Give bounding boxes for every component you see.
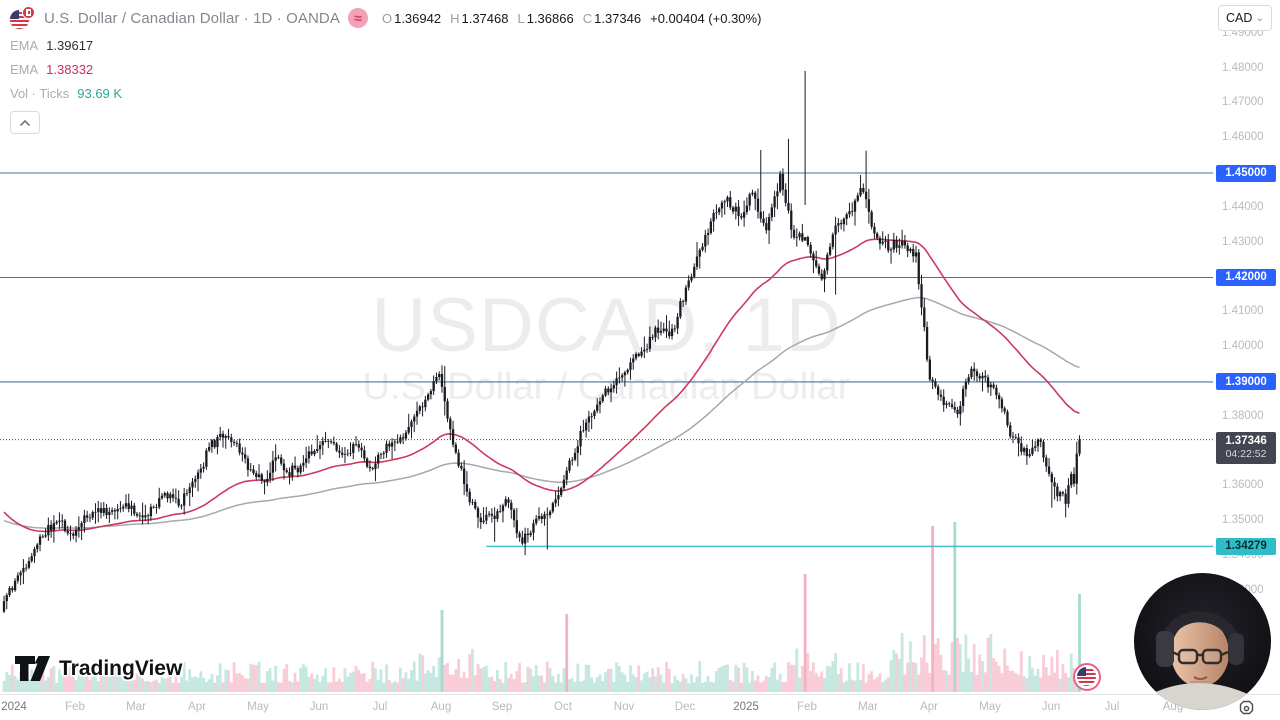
indicator-legend: EMA 1.39617 EMA 1.38332 Vol · Ticks 93.6… (10, 33, 122, 134)
oanda-broker-icon: ≈ (347, 8, 368, 28)
high-label: H (450, 10, 460, 26)
volume-bars (2, 522, 1081, 692)
indicator-label: EMA (10, 37, 39, 53)
indicator-row-ema2[interactable]: EMA 1.38332 (10, 57, 122, 81)
indicator-row-volume[interactable]: Vol · Ticks 93.69 K (10, 81, 122, 105)
chevron-down-icon: ⌄ (1255, 12, 1264, 24)
time-axis-month-label: May (247, 701, 269, 713)
candles (2, 70, 1081, 613)
settings-icon[interactable] (1236, 698, 1256, 718)
us-flag-badge-icon (1073, 663, 1101, 691)
time-axis-month-label: Apr (920, 701, 938, 713)
indicator-row-ema1[interactable]: EMA 1.39617 (10, 33, 122, 57)
price-level-label: 1.39000 (1216, 373, 1276, 391)
low-label: L (517, 10, 525, 26)
time-axis-month-label: Jun (309, 701, 329, 713)
collapse-legend-button[interactable] (10, 111, 40, 134)
close-value: 1.37346 (594, 10, 642, 26)
bar-countdown: 04:22:52 (1225, 448, 1267, 461)
pair-flag-icon (10, 7, 36, 29)
price-tick-label: 1.38000 (1222, 409, 1264, 422)
chevron-up-icon (20, 119, 30, 126)
time-axis-month-label: Jul (372, 701, 388, 713)
open-value: 1.36942 (394, 10, 442, 26)
symbol-header[interactable]: U.S. Dollar / Canadian Dollar · 1D · OAN… (10, 6, 761, 30)
time-axis-year-label: 2025 (733, 701, 759, 713)
price-level-label: 1.45000 (1216, 164, 1276, 182)
time-axis-month-label: Sep (491, 701, 513, 713)
price-tick-label: 1.44000 (1222, 200, 1264, 213)
time-axis-month-label: Mar (126, 701, 146, 713)
price-tick-label: 1.46000 (1222, 131, 1264, 144)
close-label: C (582, 10, 593, 26)
price-tick-label: 1.43000 (1222, 235, 1264, 248)
time-axis[interactable]: 2024 Feb Mar Apr May Jun Jul Aug Sep Oct Nov Dec 202… (0, 694, 1280, 720)
ema-lines (3, 238, 1080, 533)
high-value: 1.37468 (461, 10, 509, 26)
price-tick-label: 1.48000 (1222, 61, 1264, 74)
indicator-value: 93.69 K (77, 85, 123, 101)
price-tick-label: 1.40000 (1222, 340, 1264, 353)
price-level-label: 1.42000 (1216, 268, 1276, 286)
time-axis-month-label: Nov (613, 701, 635, 713)
presenter-face (1134, 573, 1271, 710)
ema-fast-line (3, 238, 1080, 533)
currency-label: CAD (1226, 11, 1253, 25)
time-axis-month-label: Mar (858, 701, 878, 713)
time-axis-month-label: Aug (430, 701, 452, 713)
indicator-value: 1.38332 (46, 61, 94, 77)
indicator-label: Vol · Ticks (10, 85, 70, 101)
price-tick-label: 1.41000 (1222, 305, 1264, 318)
price-level-label: 1.34279 (1216, 537, 1276, 555)
tradingview-logo[interactable]: TradingView (14, 655, 182, 682)
time-axis-month-label: May (979, 701, 1001, 713)
indicator-value: 1.39617 (46, 37, 94, 53)
price-tick-label: 1.35000 (1222, 514, 1264, 527)
last-price-label: 1.37346 04:22:52 (1216, 431, 1276, 464)
time-axis-month-label: Jun (1041, 701, 1061, 713)
tradingview-logo-text: TradingView (59, 656, 183, 680)
time-axis-month-label: Feb (797, 701, 817, 713)
low-value: 1.36866 (526, 10, 574, 26)
price-tick-label: 1.47000 (1222, 96, 1264, 109)
price-tick-label: 1.36000 (1222, 479, 1264, 492)
change-value: +0.00404 (+0.30%) (650, 10, 762, 26)
currency-selector[interactable]: CAD ⌄ (1218, 5, 1272, 31)
indicator-label: EMA (10, 61, 39, 77)
symbol-title[interactable]: U.S. Dollar / Canadian Dollar · 1D · OAN… (44, 9, 340, 27)
time-axis-month-label: Jul (1104, 701, 1120, 713)
webcam-overlay (1134, 573, 1271, 710)
last-price-value: 1.37346 (1225, 434, 1267, 447)
time-axis-year-label: 2024 (1, 701, 27, 713)
time-axis-month-label: Oct (554, 701, 572, 713)
ema-slow-line (3, 296, 1080, 529)
time-axis-month-label: Feb (65, 701, 85, 713)
tradingview-logo-icon (15, 656, 50, 681)
open-label: O (381, 10, 393, 26)
horizontal-level-lines (0, 172, 1213, 548)
time-axis-month-label: Dec (674, 701, 696, 713)
ohlc-readout: O 1.36942 H 1.37468 L 1.36866 C 1.37346 +0.0… (382, 11, 761, 26)
time-axis-month-label: Apr (188, 701, 206, 713)
